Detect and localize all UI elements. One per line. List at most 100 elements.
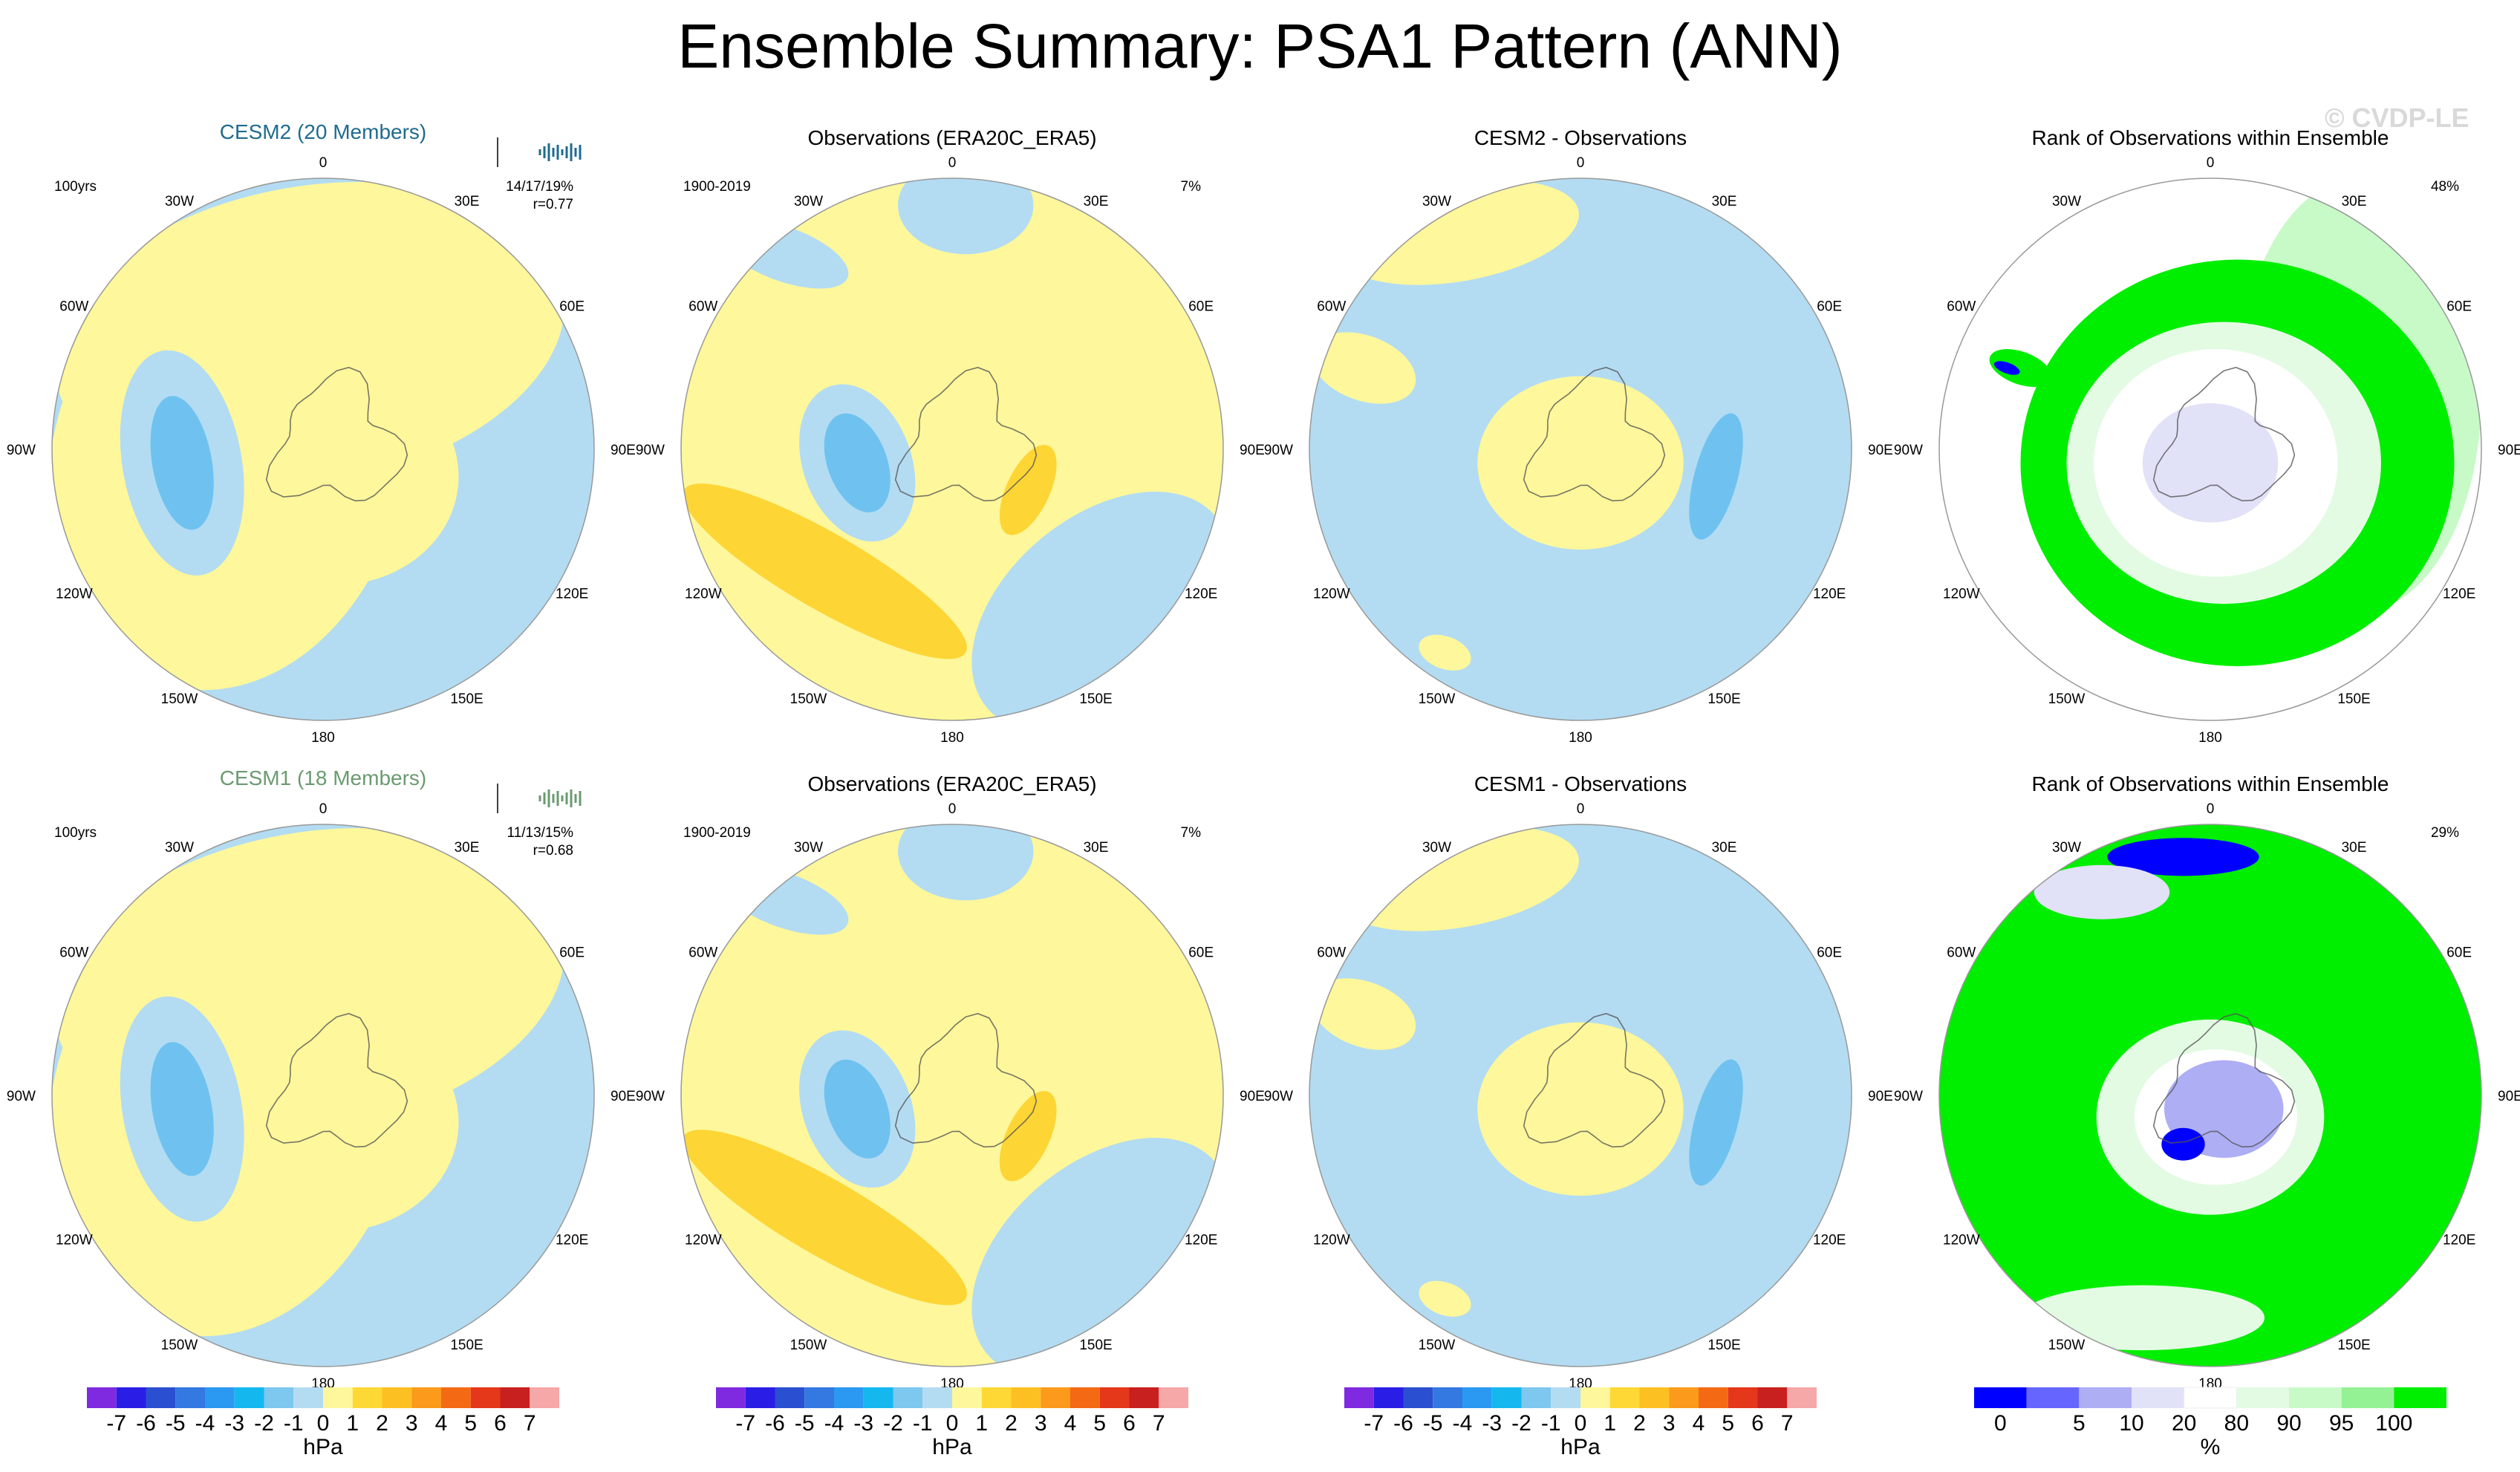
lon-label: 30E bbox=[455, 840, 480, 856]
colorbar-tick: 5 bbox=[464, 1411, 477, 1436]
colorbar-swatch bbox=[382, 1387, 412, 1408]
lon-label: 120W bbox=[1943, 1233, 1980, 1248]
anomaly-region bbox=[215, 368, 459, 585]
lon-label: 120E bbox=[1813, 1233, 1846, 1248]
colorbar-tick: 0 bbox=[317, 1411, 330, 1436]
colorbar-tick: -1 bbox=[913, 1411, 933, 1436]
colorbar-tick: 0 bbox=[946, 1411, 959, 1436]
map-fill bbox=[52, 824, 594, 1367]
coastline bbox=[265, 1012, 408, 1148]
colorbar-hpa: -7 -6 -5 -4 -3 -2 -1 0 1 2 3 4 5 6 7 hPa bbox=[1344, 1387, 1817, 1459]
lon-label: 60W bbox=[1317, 945, 1346, 961]
anomaly-region bbox=[1993, 361, 2020, 375]
lon-label: 60W bbox=[59, 945, 88, 961]
panel-title: CESM1 (18 Members) bbox=[220, 766, 427, 789]
map-boundary bbox=[51, 824, 595, 1367]
colorbar-swatch bbox=[293, 1387, 323, 1408]
anomaly-region bbox=[1477, 1022, 1684, 1196]
colorbar-tick: -1 bbox=[284, 1411, 304, 1436]
colorbar-swatch bbox=[1757, 1387, 1788, 1408]
lon-label: 0 bbox=[319, 801, 328, 817]
panel-obs-1: 0 30E 60E 90E 120E 150E 180 150W 120W 90W 60W 30W Ob… bbox=[636, 126, 1265, 746]
colorbar-swatch bbox=[1041, 1387, 1070, 1408]
lon-label: 120W bbox=[1313, 587, 1350, 602]
lon-label: 90W bbox=[636, 443, 665, 458]
anomaly-region bbox=[999, 444, 1057, 535]
colorbar-swatch bbox=[87, 1387, 117, 1408]
lon-label: 150E bbox=[450, 691, 483, 707]
coastline bbox=[265, 366, 408, 502]
colorbar-tick: -6 bbox=[1393, 1411, 1413, 1436]
colorbar-tick: 80 bbox=[2224, 1411, 2249, 1436]
anomaly-region bbox=[898, 178, 1034, 255]
lon-label: 30E bbox=[2342, 194, 2367, 209]
panel-right-note: 14/17/19% bbox=[506, 179, 573, 195]
colorbar-tick: -5 bbox=[795, 1411, 815, 1436]
colorbar-tick: -4 bbox=[824, 1411, 844, 1436]
anomaly-region bbox=[150, 1042, 214, 1176]
lon-label: 150W bbox=[161, 1338, 198, 1353]
map-boundary bbox=[680, 824, 1224, 1367]
colorbar-swatch bbox=[1373, 1387, 1404, 1408]
lon-label: 120W bbox=[685, 587, 722, 602]
lon-label: 90W bbox=[1264, 1089, 1293, 1104]
colorbar-tick: 5 bbox=[1722, 1411, 1734, 1436]
colorbar-tick: -7 bbox=[735, 1411, 755, 1436]
lon-label: 90W bbox=[1264, 443, 1293, 458]
anomaly-region bbox=[150, 396, 214, 530]
lon-label: 150W bbox=[790, 691, 827, 707]
anomaly-region bbox=[1311, 978, 1416, 1050]
panel-diff-2: 030E60E90E120E150E180150W120W90W60W30WCE… bbox=[1264, 772, 1893, 1392]
lon-label: 150W bbox=[1419, 1338, 1456, 1353]
lon-label: 120E bbox=[1813, 587, 1846, 602]
colorbar-swatch bbox=[1669, 1387, 1699, 1408]
colorbar-swatch bbox=[1099, 1387, 1130, 1408]
colorbar-tick: 4 bbox=[435, 1411, 448, 1436]
colorbar-tick: 6 bbox=[494, 1411, 507, 1436]
panel-rank-1: 0 30E 60E 90E 120E 150E 180 150W 120W 90W 60W 30W Ra… bbox=[1894, 126, 2520, 746]
panel-right-note: r=0.68 bbox=[533, 843, 573, 859]
lon-label: 150E bbox=[1079, 691, 1112, 707]
map-fill bbox=[52, 178, 594, 720]
colorbar-swatch bbox=[2026, 1387, 2080, 1408]
colorbar-swatch bbox=[745, 1387, 775, 1408]
panel-obs-2: 030E60E90E120E150E180150W120W90W60W30WOb… bbox=[636, 772, 1265, 1392]
colorbar-tick: 2 bbox=[376, 1411, 388, 1436]
lon-label: 60W bbox=[688, 945, 717, 961]
lon-label: 90E bbox=[1240, 443, 1265, 458]
colorbar-tick: -7 bbox=[106, 1411, 126, 1436]
figure-title: Ensemble Summary: PSA1 Pattern (ANN) bbox=[677, 11, 1843, 81]
anomaly-region bbox=[683, 1130, 967, 1306]
colorbar-tick: 95 bbox=[2329, 1411, 2354, 1436]
panel-right-note: 48% bbox=[2431, 179, 2459, 195]
anomaly-region bbox=[824, 413, 891, 512]
lon-label: 60E bbox=[2446, 299, 2472, 315]
colorbar-tick: 2 bbox=[1633, 1411, 1646, 1436]
map-boundary bbox=[51, 178, 595, 721]
lon-label: 0 bbox=[2207, 801, 2215, 817]
colorbar-swatch bbox=[470, 1387, 501, 1408]
map-boundary bbox=[1938, 824, 2482, 1367]
colorbar-swatch bbox=[2132, 1387, 2184, 1408]
colorbar-tick: 7 bbox=[524, 1411, 536, 1436]
lon-label: 90E bbox=[2498, 443, 2520, 458]
lon-label: 150E bbox=[1707, 691, 1740, 707]
colorbar-swatch bbox=[1433, 1387, 1462, 1408]
lon-label: 60E bbox=[559, 299, 585, 315]
lon-label: 0 bbox=[1577, 155, 1585, 171]
panel-title: Observations (ERA20C_ERA5) bbox=[807, 126, 1096, 149]
lon-label: 180 bbox=[2198, 730, 2222, 746]
panel-title: CESM2 - Observations bbox=[1474, 126, 1687, 149]
colorbar-swatch bbox=[264, 1387, 294, 1408]
lon-label: 150W bbox=[790, 1338, 827, 1353]
colorbar-swatch bbox=[893, 1387, 923, 1408]
lon-label: 150E bbox=[2337, 691, 2370, 707]
panel-model-1: 0 30E 60E 90E 120E 150E 180 150W 120W 90W 60W 30W CE… bbox=[7, 120, 636, 746]
colorbar-tick: 2 bbox=[1005, 1411, 1018, 1436]
lon-label: 150W bbox=[2048, 691, 2086, 707]
anomaly-region bbox=[1419, 1280, 1471, 1317]
lon-label: 30W bbox=[165, 840, 194, 856]
panel-title: Rank of Observations within Ensemble bbox=[2032, 126, 2389, 149]
lon-label: 90E bbox=[1240, 1089, 1265, 1104]
colorbar-unit: hPa bbox=[932, 1435, 972, 1459]
